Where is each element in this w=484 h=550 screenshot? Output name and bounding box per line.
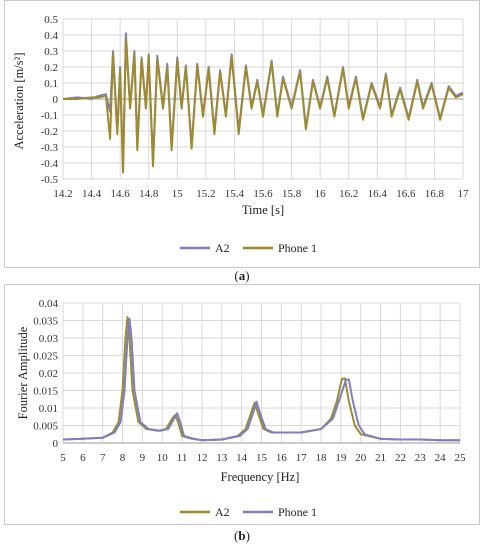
chart-a-svg: 0.5 0.4 0.3 0.2 0.1 0 -0.1 -0.2 -0.3 -0.4 -0.5 14.… (12, 14, 469, 255)
chart-a-caption: (a) (0, 268, 484, 284)
chart-b-series-phone1 (62, 317, 460, 442)
chart-b-y-tick-label: 0.025 (33, 351, 58, 363)
chart-a-x-tick-label: 16.6 (396, 188, 416, 200)
chart-b-y-tick-label: 0.03 (39, 333, 59, 345)
chart-b-frame: 0.04 0.035 0.03 0.025 0.02 0.015 0.01 0.005 0 5 6… (4, 284, 480, 525)
chart-a-y-tick-label: -0.3 (41, 142, 59, 154)
chart-a-y-tick-label: -0.2 (41, 126, 58, 138)
chart-b-x-tick-label: 21 (375, 452, 386, 464)
chart-a-series-phone1 (63, 37, 464, 174)
chart-a-series (62, 32, 464, 174)
chart-b-x-tick-label: 13 (216, 452, 228, 464)
chart-b-caption: (b) (0, 528, 484, 544)
chart-a-x-tick-label: 16 (315, 188, 327, 200)
chart-a-x-tick-label: 14.2 (53, 188, 72, 200)
chart-a-x-tick-label: 14.6 (111, 188, 131, 200)
chart-b-x-tick-label: 14 (236, 452, 248, 464)
chart-b-legend-label-phone1: Phone 1 (278, 505, 317, 519)
chart-b-caption-letter: b (238, 528, 246, 543)
chart-b-x-tick-label: 10 (157, 452, 169, 464)
chart-b-x-tick-label: 23 (415, 452, 427, 464)
chart-a-x-tick-label: 14.8 (139, 188, 159, 200)
chart-b-caption-open: ( (234, 528, 239, 543)
chart-b-x-ticks: 5 6 7 8 9 10 11 12 13 14 15 16 17 18 19 20 21 22 23 24 25 (60, 452, 466, 464)
chart-b-y-tick-label: 0.01 (39, 403, 58, 415)
chart-a-x-ticks: 14.2 14.4 14.6 14.8 15 15.2 15.4 15.6 15.8 16 16.2… (53, 188, 469, 200)
chart-b-x-tick-label: 5 (60, 452, 66, 464)
chart-a-legend: A2 Phone 1 (180, 241, 317, 255)
chart-b-x-tick-label: 18 (316, 452, 328, 464)
chart-b-x-tick-label: 19 (335, 452, 347, 464)
chart-b-y-tick-label: 0.005 (33, 421, 58, 433)
chart-b-x-tick-label: 20 (355, 452, 367, 464)
chart-a-y-tick-label: 0.1 (44, 78, 58, 90)
chart-a-x-axis-title: Time [s] (242, 203, 284, 217)
chart-a-y-tick-label: -0.4 (41, 158, 59, 170)
chart-a-caption-open: ( (234, 268, 239, 283)
chart-b-y-axis-title: Fourier Amplitude (16, 326, 30, 419)
chart-b-x-tick-label: 24 (435, 452, 447, 464)
chart-a-y-axis-title: Acceleration [m/s²] (12, 52, 26, 149)
chart-b-x-tick-label: 17 (296, 452, 308, 464)
chart-a-x-tick-label: 15.2 (196, 188, 215, 200)
chart-b-x-tick-label: 22 (395, 452, 406, 464)
chart-b-x-tick-label: 7 (100, 452, 106, 464)
chart-b-x-tick-label: 16 (276, 452, 288, 464)
chart-a-x-tick-label: 16.8 (425, 188, 445, 200)
chart-a-y-tick-label: -0.1 (41, 110, 58, 122)
chart-a-y-tick-label: -0.5 (41, 174, 59, 186)
chart-b-y-tick-label: 0.04 (39, 298, 59, 310)
chart-a-caption-letter: a (238, 268, 246, 283)
chart-b-legend: A2 Phone 1 (180, 505, 317, 519)
chart-a-x-tick-label: 16.2 (339, 188, 358, 200)
chart-b-svg: 0.04 0.035 0.03 0.025 0.02 0.015 0.01 0.005 0 5 6… (16, 298, 466, 519)
chart-a-y-tick-label: 0.2 (44, 62, 58, 74)
chart-b-x-tick-label: 9 (140, 452, 146, 464)
chart-a-caption-close: ) (245, 268, 250, 283)
chart-a-x-tick-label: 15.8 (282, 188, 302, 200)
chart-a-frame: 0.5 0.4 0.3 0.2 0.1 0 -0.1 -0.2 -0.3 -0.4 -0.5 14.… (4, 0, 480, 268)
chart-b-x-tick-label: 6 (80, 452, 86, 464)
chart-a-legend-label-phone1: Phone 1 (278, 241, 317, 255)
chart-a-y-tick-label: 0.4 (44, 30, 58, 42)
chart-a-x-tick-label: 15.4 (225, 188, 245, 200)
chart-b-y-tick-label: 0 (53, 438, 59, 450)
chart-a-x-tick-label: 15.6 (253, 188, 273, 200)
chart-a-y-ticks: 0.5 0.4 0.3 0.2 0.1 0 -0.1 -0.2 -0.3 -0.4 -0.5 (41, 14, 59, 186)
chart-a-x-tick-label: 17 (458, 188, 470, 200)
chart-a-x-tick-label: 14.4 (82, 188, 102, 200)
chart-b-x-axis-title: Frequency [Hz] (221, 470, 300, 484)
chart-a-y-tick-label: 0.5 (44, 14, 58, 26)
chart-b-caption-close: ) (245, 528, 250, 543)
chart-b-y-tick-label: 0.02 (39, 368, 58, 380)
chart-b-x-tick-label: 12 (196, 452, 207, 464)
chart-b-x-tick-label: 8 (120, 452, 126, 464)
chart-panel-a: 0.5 0.4 0.3 0.2 0.1 0 -0.1 -0.2 -0.3 -0.4 -0.5 14.… (0, 0, 484, 284)
chart-b-y-ticks: 0.04 0.035 0.03 0.025 0.02 0.015 0.01 0.005 0 (33, 298, 58, 450)
chart-b-series (62, 316, 460, 442)
chart-b-x-tick-label: 11 (177, 452, 188, 464)
chart-a-legend-label-a2: A2 (215, 241, 230, 255)
chart-b-x-tick-label: 25 (455, 452, 467, 464)
chart-a-y-tick-label: 0 (53, 94, 59, 106)
chart-a-x-tick-label: 15 (172, 188, 184, 200)
chart-a-x-tick-label: 16.4 (368, 188, 388, 200)
chart-panel-b: 0.04 0.035 0.03 0.025 0.02 0.015 0.01 0.005 0 5 6… (0, 282, 484, 550)
chart-b-legend-label-a2: A2 (215, 505, 230, 519)
chart-b-y-tick-label: 0.015 (33, 386, 58, 398)
chart-b-y-tick-label: 0.035 (33, 316, 58, 328)
chart-a-y-tick-label: 0.3 (44, 46, 58, 58)
chart-b-x-tick-label: 15 (256, 452, 268, 464)
chart-b-grid (62, 302, 461, 444)
